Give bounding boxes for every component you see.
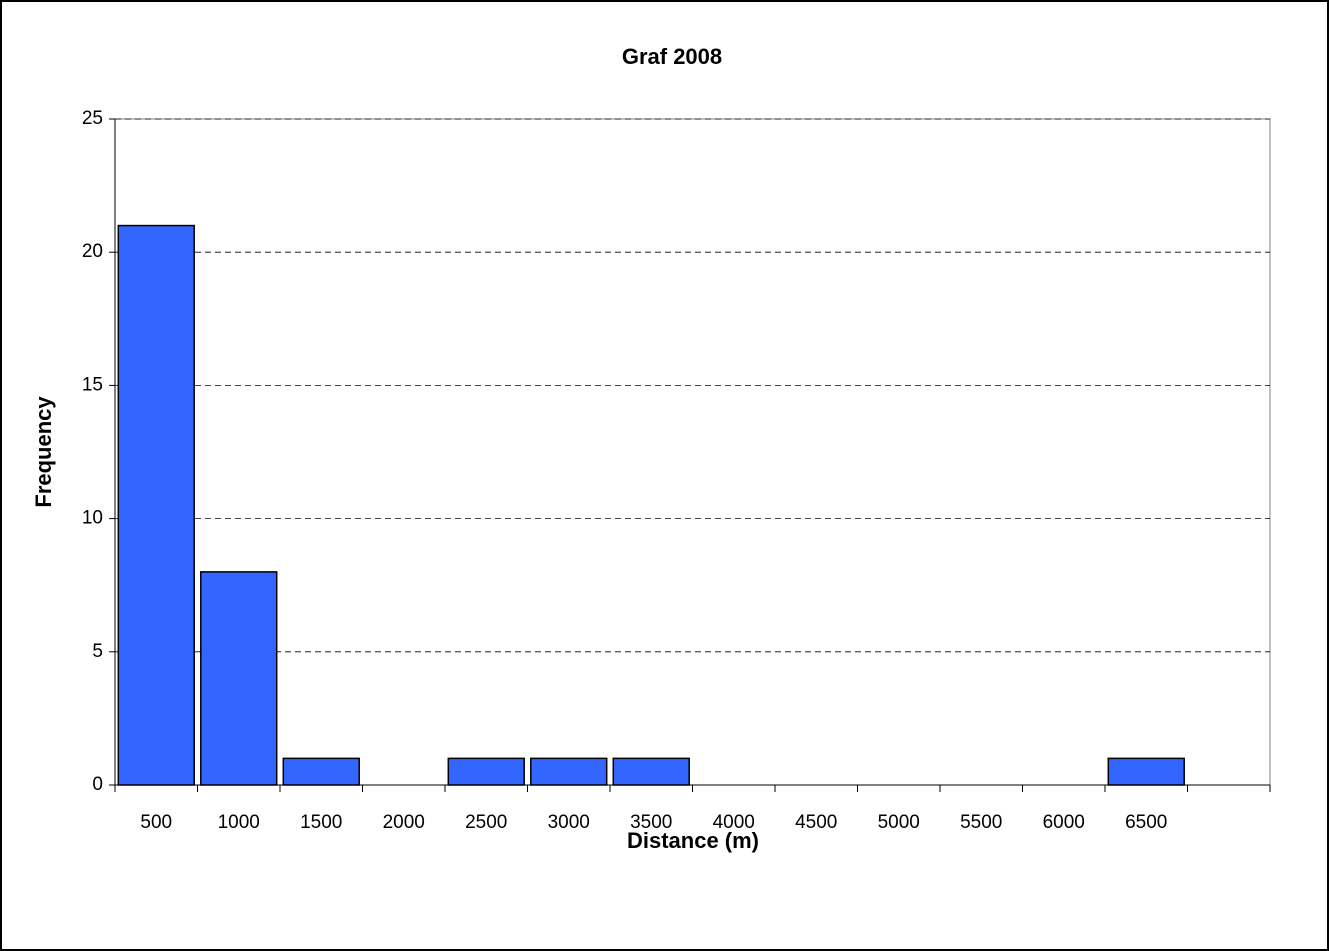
x-axis-label: Distance (m) [627, 828, 759, 853]
x-tick-label: 500 [140, 812, 172, 833]
bar [447, 757, 525, 786]
x-tick-label: 3000 [548, 812, 590, 833]
y-axis-label: Frequency [31, 396, 56, 508]
bar [530, 757, 608, 786]
x-tick-label: 2500 [465, 812, 507, 833]
x-tick-label: 3500 [630, 812, 672, 833]
x-tick-label: 1000 [218, 812, 260, 833]
y-tick-label: 10 [82, 508, 103, 529]
bar [1107, 757, 1185, 786]
x-tick-label: 5500 [960, 812, 1002, 833]
plot-area [114, 118, 1271, 786]
y-tick-label: 0 [92, 774, 103, 795]
y-tick-label: 15 [82, 374, 103, 395]
y-tick-label: 5 [92, 641, 103, 662]
x-tick-label: 4500 [795, 812, 837, 833]
bar [200, 571, 278, 786]
x-tick-label: 1500 [300, 812, 342, 833]
chart-title: Graf 2008 [622, 44, 722, 69]
y-tick-label: 25 [82, 108, 103, 129]
x-tick-label: 4000 [713, 812, 755, 833]
y-tick-label: 20 [82, 241, 103, 262]
bar [117, 224, 195, 786]
x-tick-label: 6000 [1043, 812, 1085, 833]
x-tick-label: 2000 [383, 812, 425, 833]
x-tick-label: 6500 [1125, 812, 1167, 833]
x-tick-label: 5000 [878, 812, 920, 833]
bar [612, 757, 690, 786]
bar [282, 757, 360, 786]
